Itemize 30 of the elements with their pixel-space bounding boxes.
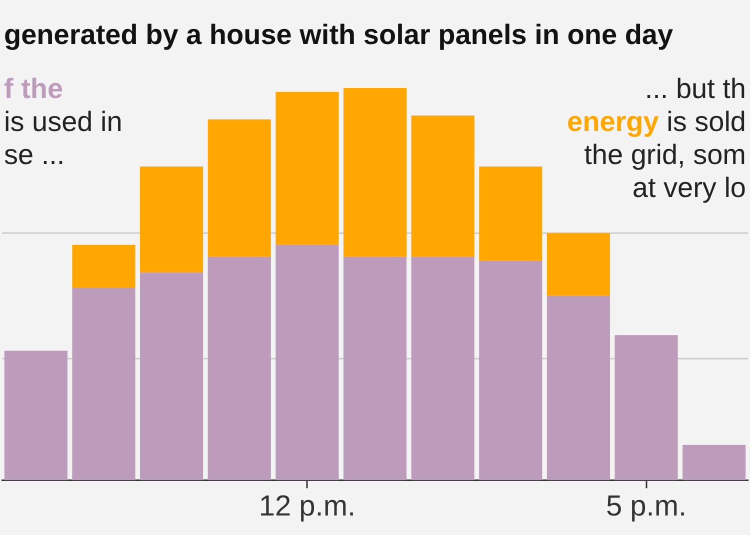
bar [140,166,204,272]
bar [546,233,610,296]
bar [208,119,271,257]
bar [682,444,746,480]
bar [343,256,407,480]
bar [140,272,204,480]
bar [343,88,407,257]
bar [276,244,339,480]
bar [276,92,339,245]
bar [72,244,136,288]
annotation: ... but th [644,73,746,104]
bar [72,288,136,480]
x-tick-label: 5 p.m. [606,490,687,523]
annotation: at very lo [632,172,746,203]
annotation: is used in [4,106,122,137]
annotation: energy [567,106,659,137]
x-tick-label: 12 p.m. [258,490,356,523]
bar [208,256,271,480]
bar [614,335,678,480]
bar [411,115,474,257]
annotation: is sold [666,106,746,137]
bar [411,256,474,480]
bar [479,166,542,261]
annotation: the grid, som [584,139,746,170]
bar [546,296,610,480]
annotation: se ... [4,139,65,170]
bar [479,260,542,480]
chart-title: generated by a house with solar panels in one day [4,18,674,52]
bar [4,350,68,480]
annotation: f the [4,73,64,104]
